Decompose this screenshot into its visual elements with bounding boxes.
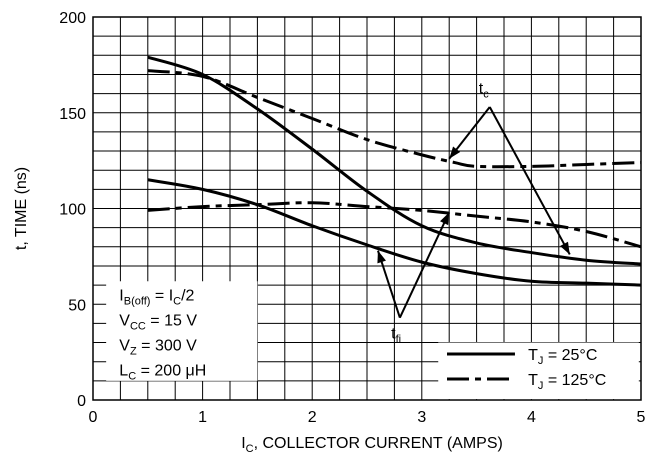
- tc-arrow-2-head: [560, 241, 570, 255]
- y-tick-label: 200: [59, 10, 86, 27]
- x-tick-label: 3: [417, 409, 426, 426]
- series-line-3: [147, 178, 642, 287]
- x-tick-label: 1: [198, 409, 207, 426]
- plot-frame: [92, 16, 642, 401]
- series-line-2: [147, 69, 642, 169]
- legend-label-2: TJ = 125°C: [528, 372, 606, 392]
- y-tick-label: 0: [77, 393, 86, 410]
- conditions-background: [106, 281, 258, 381]
- legend-background: [438, 342, 639, 400]
- series-group: [147, 55, 642, 287]
- annotation-arrows: tc tfi: [377, 81, 571, 346]
- conditions-box: IB(off) = IC/2 VCC = 15 V VZ = 300 V LC = 2…: [106, 281, 258, 382]
- axis-titles: IC, COLLECTOR CURRENT (AMPS) t, TIME (ns): [13, 167, 503, 455]
- y-axis-title: t, TIME (ns): [13, 167, 30, 250]
- tc-arrow-2: [488, 106, 571, 255]
- tfi-arrow-2: [398, 211, 451, 319]
- x-axis-title: IC, COLLECTOR CURRENT (AMPS): [241, 435, 503, 455]
- y-tick-label: 100: [59, 202, 86, 219]
- tc-label: tc: [479, 81, 489, 101]
- x-tick-label: 5: [637, 409, 646, 426]
- condition-2: VCC = 15 V: [119, 312, 197, 332]
- condition-1: IB(off) = IC/2: [119, 287, 194, 307]
- tc-arrow-1-head: [449, 146, 461, 159]
- x-tick-label: 2: [308, 409, 317, 426]
- tfi-label: tfi: [391, 326, 401, 346]
- tfi-arrow-2-head: [440, 212, 450, 226]
- condition-4: LC = 200 μH: [119, 362, 206, 382]
- legend: TJ = 25°C TJ = 125°C: [438, 342, 639, 400]
- series-line-4: [147, 201, 642, 249]
- x-tick-label: 0: [89, 409, 98, 426]
- plot-border: [92, 16, 642, 401]
- condition-3: VZ = 300 V: [119, 337, 197, 357]
- x-tick-label: 4: [527, 409, 536, 426]
- legend-label-1: TJ = 25°C: [528, 347, 597, 367]
- y-tick-label: 50: [68, 297, 86, 314]
- y-tick-label: 150: [59, 106, 86, 123]
- series-line-1: [147, 55, 642, 266]
- tfi-arrow-1-head: [377, 250, 386, 264]
